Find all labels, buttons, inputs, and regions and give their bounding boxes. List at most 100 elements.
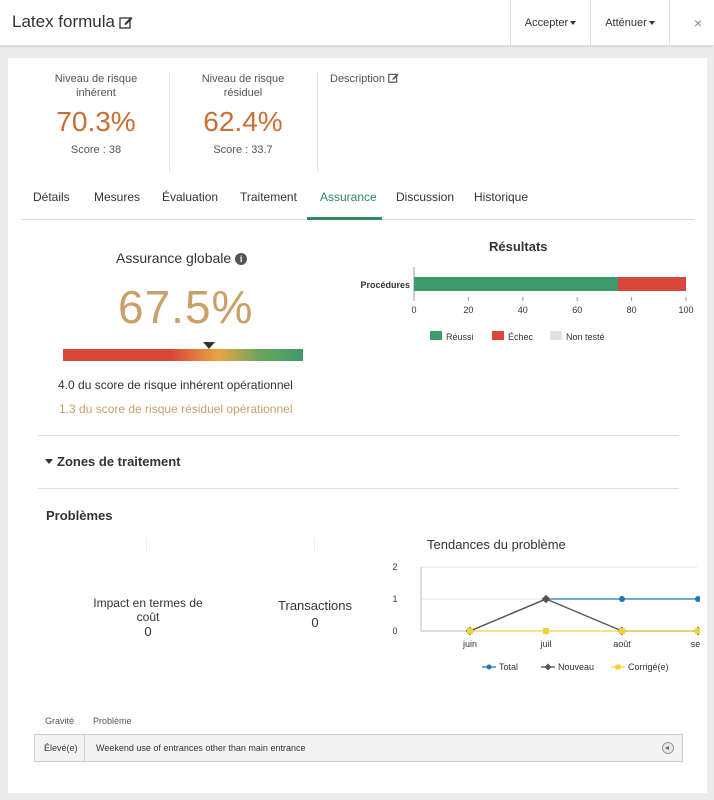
accept-label: Accepter: [524, 17, 569, 29]
data-point: [541, 594, 551, 604]
assurance-title: Assurance globale i: [116, 250, 248, 266]
bar-réussi: [414, 277, 618, 291]
caret-down-icon: [45, 459, 53, 464]
transactions-label: Transactions: [278, 598, 352, 613]
y-tick-label: 0: [392, 626, 397, 636]
legend-label: Non testé: [566, 332, 605, 342]
y-tick-label: 1: [392, 594, 397, 604]
legend-marker: [544, 663, 552, 671]
chevron-down-icon: [648, 21, 655, 25]
inherent-risk-box: Niveau de risque inhérent 70.3% Score : …: [46, 72, 146, 156]
residual-risk-label: Niveau de risque résiduel: [201, 73, 285, 99]
inherent-risk-value: 70.3%: [56, 106, 136, 137]
x-tick-label: sep: [691, 639, 700, 649]
legend-item[interactable]: Total: [482, 662, 518, 672]
legend-swatch: [430, 331, 442, 340]
inherent-risk-score: Score : 38: [70, 144, 122, 156]
problem-trend-chart: 0 1 2 juin juil août sep Total Nouveau Corrigé(e): [392, 562, 700, 672]
col-severity-header: Gravité: [45, 716, 75, 726]
legend-swatch: [550, 331, 562, 340]
divider: [146, 538, 147, 552]
residual-risk-value: 62.4%: [203, 106, 283, 137]
edit-icon[interactable]: [119, 14, 133, 34]
legend-label: Corrigé(e): [628, 662, 669, 672]
legend-item[interactable]: Corrigé(e): [611, 662, 669, 672]
legend-item[interactable]: Nouveau: [541, 662, 594, 672]
assurance-gauge: [63, 349, 303, 361]
trend-chart-title: Tendances du problème: [427, 537, 566, 552]
x-tick-label: juin: [462, 639, 477, 649]
legend-marker: [615, 664, 621, 670]
divider: [38, 488, 679, 489]
tab-details[interactable]: Détails: [33, 190, 70, 204]
data-point: [619, 596, 625, 602]
transactions-stat: Transactions 0: [260, 598, 370, 630]
description-label: Description: [330, 73, 386, 85]
problems-title: Problèmes: [46, 508, 113, 523]
tab-evaluation[interactable]: Évaluation: [162, 190, 219, 204]
legend-label: Total: [499, 662, 518, 672]
series-line: [469, 598, 698, 632]
assurance-residual-text: 1.3 du score de risque résiduel opératio…: [59, 402, 293, 416]
data-point: [695, 596, 700, 602]
residual-risk-score: Score : 33.7: [213, 144, 273, 156]
data-point: [695, 628, 700, 634]
legend-label: Réussi: [446, 332, 474, 342]
header-bar: Latex formula Accepter Atténuer ×: [0, 0, 714, 46]
mitigate-label: Atténuer: [605, 17, 647, 29]
divider: [317, 72, 318, 172]
legend-label: Nouveau: [558, 662, 594, 672]
impact-stat: Impact en termes de coût 0: [80, 596, 216, 639]
x-tick-label: août: [613, 639, 631, 649]
x-tick-label: 20: [463, 305, 473, 315]
x-tick-label: 80: [627, 305, 637, 315]
divider: [169, 72, 170, 172]
impact-label: Impact en termes de coût: [93, 596, 203, 624]
tab-bar: Détails Mesures Évaluation Traitement As…: [22, 182, 694, 220]
tab-assurance[interactable]: Assurance: [320, 190, 377, 204]
page-title-text: Latex formula: [12, 12, 115, 31]
y-tick-label: 2: [392, 562, 397, 572]
tab-measures[interactable]: Mesures: [94, 190, 141, 204]
assurance-value: 67.5%: [118, 281, 254, 333]
x-tick-label: 40: [518, 305, 528, 315]
x-tick-label: 100: [678, 305, 693, 315]
tab-treatment[interactable]: Traitement: [240, 190, 297, 204]
tab-history[interactable]: Historique: [474, 190, 529, 204]
x-tick-label: 0: [411, 305, 416, 315]
data-point: [619, 628, 625, 634]
bar-échec: [618, 277, 686, 291]
residual-risk-box: Niveau de risque résiduel 62.4% Score : …: [193, 72, 293, 156]
info-icon[interactable]: i: [235, 253, 248, 265]
treatment-zones-toggle[interactable]: Zones de traitement: [45, 454, 181, 469]
legend-marker: [486, 664, 492, 670]
x-tick-label: juil: [539, 639, 551, 649]
severity-cell: Élevé(e): [35, 735, 85, 761]
results-chart-title: Résultats: [489, 239, 548, 254]
x-tick-label: 60: [572, 305, 582, 315]
legend-swatch: [492, 331, 504, 340]
close-icon[interactable]: ×: [693, 15, 702, 31]
risk-detail-card: Niveau de risque inhérent 70.3% Score : …: [8, 58, 707, 793]
chevron-down-icon: [570, 21, 577, 25]
divider: [314, 538, 315, 552]
legend-label: Échec: [508, 332, 534, 342]
data-point: [467, 628, 473, 634]
description-link[interactable]: Description: [330, 72, 399, 85]
mitigate-button[interactable]: Atténuer: [590, 0, 670, 46]
category-label: Procédures: [360, 280, 410, 290]
impact-value: 0: [144, 624, 152, 639]
problem-cell: Weekend use of entrances other than main…: [96, 743, 306, 753]
assurance-inherent-text: 4.0 du score de risque inhérent opératio…: [58, 378, 293, 392]
col-problem-header: Problème: [93, 716, 132, 726]
active-tab-indicator: [307, 217, 382, 220]
transactions-value: 0: [311, 615, 319, 630]
page-title: Latex formula: [12, 12, 133, 34]
table-row[interactable]: Élevé(e) Weekend use of entrances other …: [34, 734, 683, 762]
edit-icon[interactable]: [388, 73, 399, 85]
gauge-marker: [203, 342, 215, 349]
tab-discussion[interactable]: Discussion: [396, 190, 455, 204]
chevron-left-icon[interactable]: [662, 742, 674, 754]
data-point: [543, 628, 549, 634]
accept-button[interactable]: Accepter: [510, 0, 590, 46]
